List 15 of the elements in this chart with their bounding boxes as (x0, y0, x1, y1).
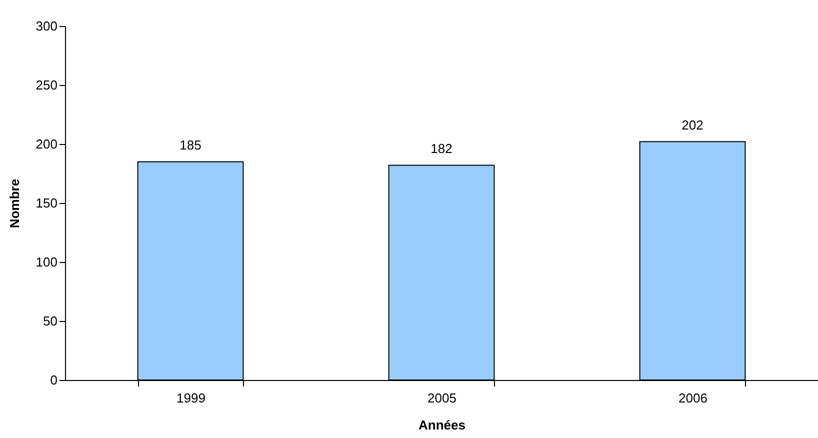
y-tick-label: 100 (36, 254, 58, 270)
x-tick-label: 2005 (428, 390, 456, 406)
y-tick-label: 50 (43, 314, 58, 328)
y-axis-title: Nombre (6, 178, 22, 228)
y-tick-label: 250 (36, 78, 58, 92)
y-tick-label: 200 (36, 136, 58, 152)
data-label: 185 (180, 138, 202, 153)
y-tick-label: 300 (36, 18, 58, 34)
y-tick-label: 0 (50, 372, 58, 388)
x-axis-title: Années (418, 418, 466, 432)
x-tick-label: 1999 (176, 390, 206, 406)
data-label: 202 (682, 118, 704, 133)
data-label: 182 (430, 141, 452, 156)
y-tick-label: 150 (36, 196, 58, 210)
x-tick-label: 2006 (678, 390, 708, 406)
